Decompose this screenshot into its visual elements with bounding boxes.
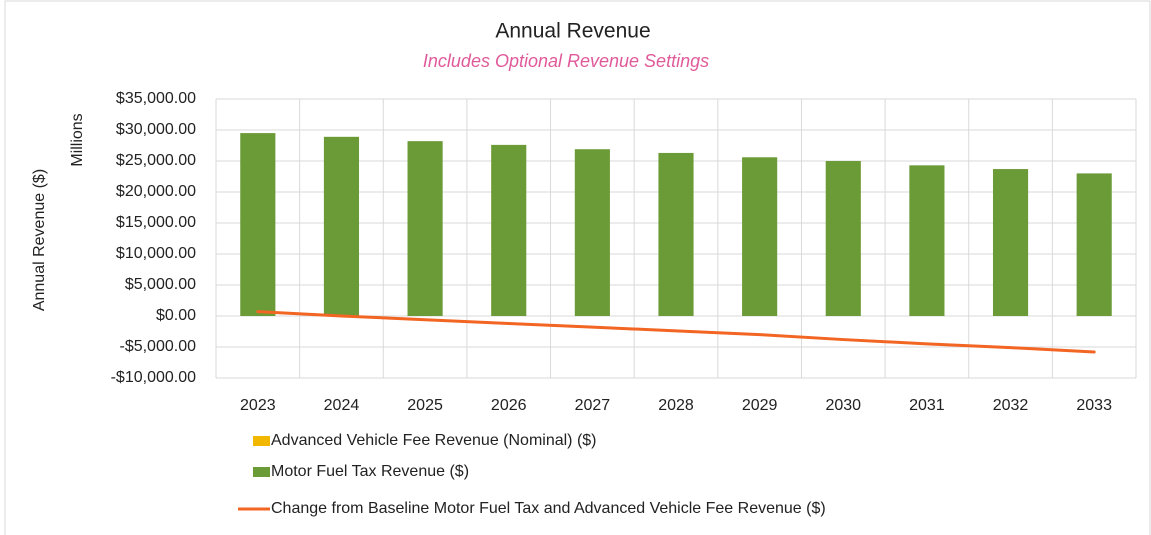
bar bbox=[742, 157, 778, 316]
legend-label: Change from Baseline Motor Fuel Tax and … bbox=[271, 500, 826, 517]
bar bbox=[574, 149, 610, 316]
bar bbox=[992, 169, 1029, 316]
y-tick-label: -$10,000.00 bbox=[111, 369, 197, 386]
y-tick-label: $15,000.00 bbox=[116, 214, 196, 231]
bar bbox=[240, 133, 276, 316]
x-tick-label: 2027 bbox=[575, 397, 611, 414]
legend-label: Advanced Vehicle Fee Revenue (Nominal) (… bbox=[271, 432, 597, 449]
x-tick-label: 2029 bbox=[742, 397, 778, 414]
legend-swatch bbox=[253, 436, 270, 446]
x-tick-label: 2030 bbox=[825, 397, 861, 414]
y-axis-title: Annual Revenue ($) bbox=[31, 169, 48, 311]
y-tick-label: $25,000.00 bbox=[116, 152, 196, 169]
bar bbox=[909, 165, 945, 316]
y-axis-unit: Millions bbox=[69, 113, 86, 166]
x-tick-label: 2023 bbox=[240, 397, 276, 414]
y-tick-label: -$5,000.00 bbox=[119, 338, 196, 355]
line bbox=[256, 310, 1096, 354]
y-tick-label: $10,000.00 bbox=[116, 245, 196, 262]
y-tick-label: $5,000.00 bbox=[125, 276, 196, 293]
x-tick-label: 2024 bbox=[324, 397, 360, 414]
y-tick-label: $0.00 bbox=[156, 307, 196, 324]
x-tick-label: 2033 bbox=[1076, 397, 1112, 414]
bar bbox=[658, 152, 694, 316]
x-tick-label: 2025 bbox=[407, 397, 443, 414]
bar bbox=[407, 141, 443, 316]
x-tick-label: 2031 bbox=[909, 397, 945, 414]
x-tick-label: 2026 bbox=[491, 397, 527, 414]
y-tick-label: $35,000.00 bbox=[116, 90, 196, 107]
y-tick-label: $30,000.00 bbox=[116, 121, 196, 138]
chart-subtitle: Includes Optional Revenue Settings bbox=[423, 51, 709, 71]
legend-label: Motor Fuel Tax Revenue ($) bbox=[271, 463, 469, 480]
y-tick-label: $20,000.00 bbox=[116, 183, 196, 200]
bar bbox=[1076, 173, 1112, 316]
bar bbox=[491, 144, 527, 316]
bar bbox=[323, 136, 360, 316]
legend-swatch bbox=[253, 467, 270, 477]
x-tick-label: 2032 bbox=[993, 397, 1029, 414]
chart-title: Annual Revenue bbox=[495, 20, 650, 43]
x-tick-label: 2028 bbox=[658, 397, 694, 414]
bar bbox=[825, 161, 861, 316]
